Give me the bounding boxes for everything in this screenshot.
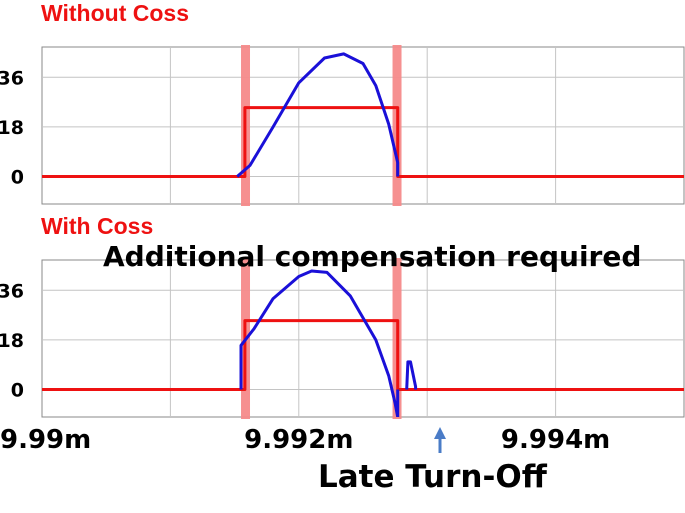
x-tick-label: 9.992m	[244, 425, 353, 455]
y-tick-label: 36	[0, 280, 24, 302]
late-turn-off-arrow	[434, 427, 446, 453]
compensation-annotation: Additional compensation required	[103, 240, 641, 273]
panel-with-coss: 36 18 0 9.99m 9.992m 9.994m With Coss	[0, 213, 685, 455]
y-tick-label: 18	[0, 330, 24, 352]
chart-title: With Coss	[41, 213, 153, 239]
x-tick-label: 9.994m	[501, 425, 610, 455]
late-turn-off-annotation: Late Turn-Off	[318, 459, 548, 495]
series-line	[236, 52, 400, 178]
chart-title: Without Coss	[41, 0, 189, 26]
y-tick-label: 18	[0, 117, 24, 139]
y-tick-label: 36	[0, 67, 24, 89]
x-tick-label: 9.99m	[0, 425, 91, 455]
series-group	[42, 52, 684, 178]
series-line	[239, 269, 400, 417]
series-group	[42, 269, 684, 417]
series-line	[42, 106, 684, 178]
panel-without-coss: 36 18 0 Without Coss	[0, 0, 685, 206]
x-tick-labels: 9.99m 9.992m 9.994m	[0, 425, 610, 455]
plot-area-frame	[41, 259, 685, 418]
plot-area-frame	[41, 46, 685, 205]
series-line	[42, 319, 684, 391]
y-tick-label: 0	[11, 379, 24, 401]
y-tick-labels: 36 18 0	[0, 67, 24, 188]
series-line	[405, 360, 418, 390]
y-tick-label: 0	[11, 166, 24, 188]
y-tick-labels: 36 18 0	[0, 280, 24, 401]
